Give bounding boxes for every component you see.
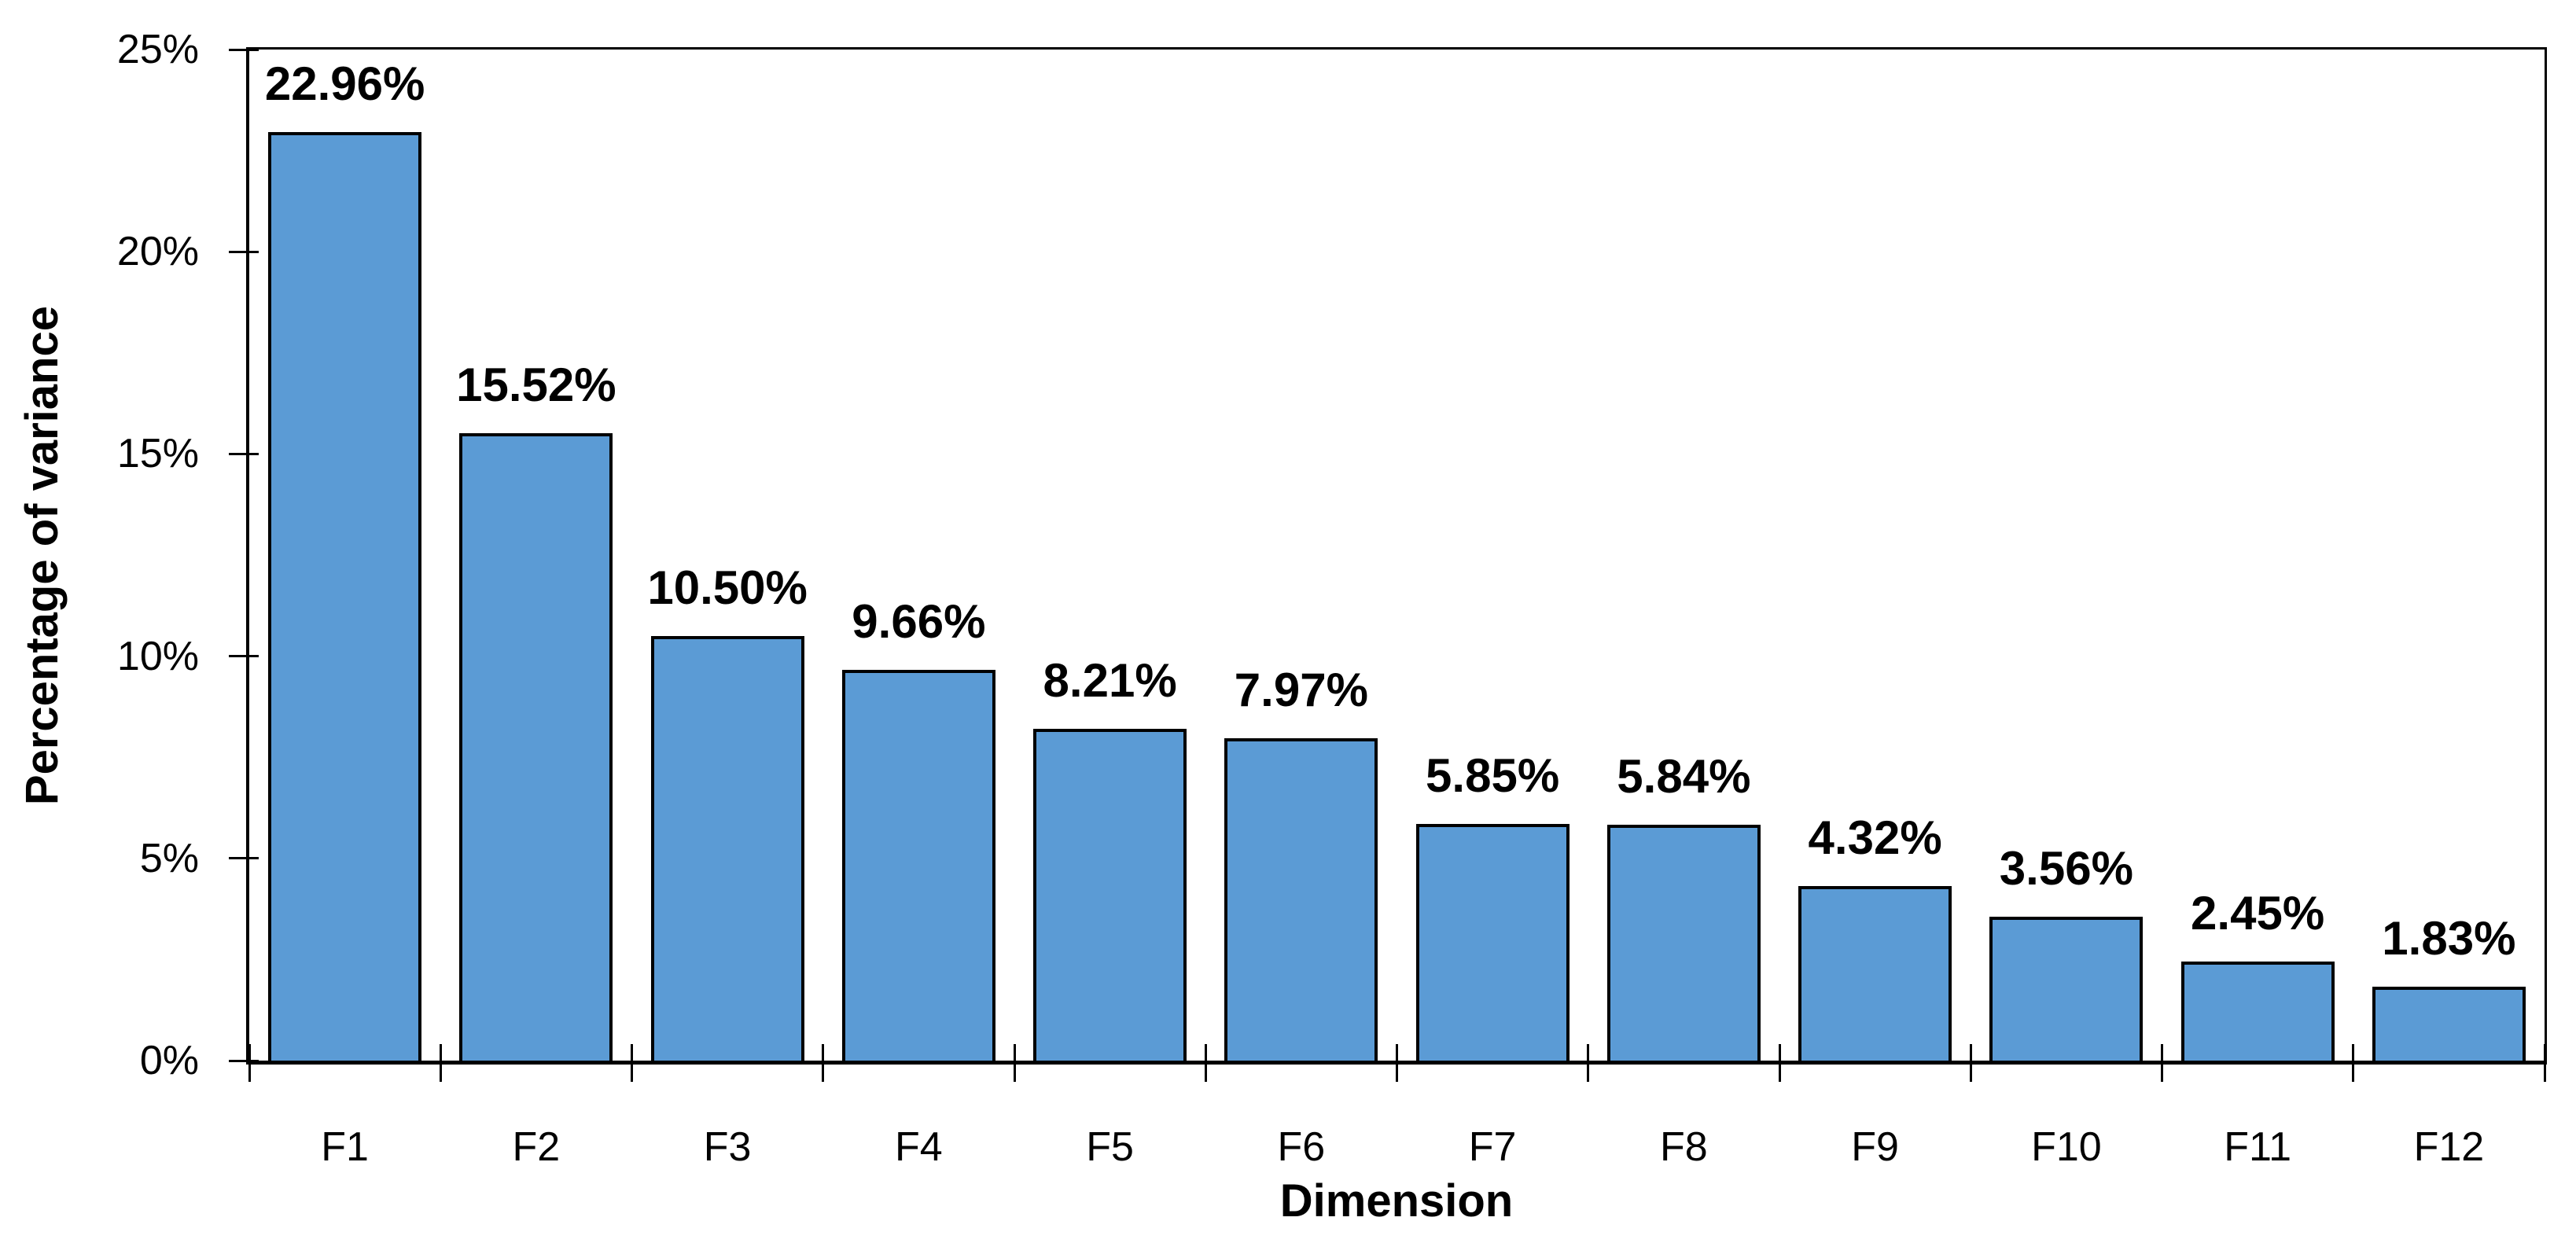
y-tick-label: 20% (116, 229, 199, 275)
bar-value-label-f5: 8.21% (1043, 654, 1177, 707)
x-tick-label-f6: F6 (1277, 1124, 1326, 1170)
y-axis-title: Percentage of variance (6, 47, 77, 1065)
x-tick-mark (2352, 1044, 2355, 1082)
bar-f7 (1416, 824, 1570, 1061)
bar-f8 (1607, 825, 1761, 1061)
x-tick-mark (1778, 1044, 1781, 1082)
bar-value-label-f10: 3.56% (1999, 842, 2133, 895)
y-tick-mark (229, 1059, 259, 1062)
x-tick-label-f3: F3 (703, 1124, 752, 1170)
x-tick-label-f5: F5 (1086, 1124, 1134, 1170)
bar-f12 (2372, 987, 2526, 1061)
y-tick-label: 15% (116, 431, 199, 477)
x-tick-mark (248, 1044, 251, 1082)
y-axis-title-text: Percentage of variance (16, 306, 68, 806)
bar-value-label-f6: 7.97% (1234, 664, 1368, 716)
y-tick-label: 0% (139, 1038, 199, 1083)
x-tick-label-f10: F10 (2031, 1124, 2102, 1170)
x-tick-mark (1587, 1044, 1590, 1082)
y-tick-label: 10% (116, 633, 199, 679)
x-tick-label-f1: F1 (321, 1124, 369, 1170)
bar-f6 (1224, 738, 1378, 1061)
y-tick-mark (229, 452, 259, 455)
y-tick-label: 25% (116, 27, 199, 72)
plot-area: 0% 5% 10% 15% 20% 25% 22.96% F1 15.52% F2 10.50% F… (117, 27, 2547, 1170)
bar-value-label-f1: 22.96% (264, 57, 425, 110)
y-tick-mark (229, 655, 259, 658)
bar-value-label-f12: 1.83% (2382, 912, 2516, 965)
bar-value-label-f4: 9.66% (852, 595, 986, 648)
x-tick-mark (631, 1044, 633, 1082)
y-tick-mark (229, 48, 259, 51)
x-tick-label-f11: F11 (2224, 1124, 2291, 1170)
x-tick-mark (1969, 1044, 1972, 1082)
x-axis-title: Dimension (1279, 1175, 1514, 1226)
bar-f3 (651, 636, 804, 1061)
bar-f1 (268, 132, 421, 1061)
x-tick-mark (1396, 1044, 1398, 1082)
x-tick-label-f4: F4 (895, 1124, 943, 1170)
bar-f4 (842, 670, 995, 1061)
bar-value-label-f8: 5.84% (1617, 750, 1751, 803)
x-tick-mark (1204, 1044, 1207, 1082)
bar-value-label-f11: 2.45% (2191, 887, 2325, 940)
x-tick-label-f8: F8 (1660, 1124, 1708, 1170)
x-tick-mark (1013, 1044, 1016, 1082)
bar-f2 (459, 433, 613, 1061)
bar-value-label-f7: 5.85% (1426, 749, 1560, 802)
x-tick-mark (822, 1044, 825, 1082)
bar-value-label-f2: 15.52% (456, 359, 616, 411)
bar-f5 (1033, 729, 1187, 1061)
x-tick-mark (439, 1044, 442, 1082)
x-tick-mark (2543, 1044, 2546, 1082)
x-tick-label-f7: F7 (1468, 1124, 1517, 1170)
x-tick-label-f2: F2 (512, 1124, 561, 1170)
bar-f9 (1798, 886, 1952, 1061)
x-tick-label-f9: F9 (1851, 1124, 1899, 1170)
y-tick-label: 5% (139, 835, 199, 881)
x-tick-mark (2161, 1044, 2163, 1082)
bar-f11 (2181, 962, 2335, 1061)
y-tick-mark (229, 857, 259, 860)
bar-value-label-f9: 4.32% (1808, 811, 1942, 864)
bar-f10 (1989, 917, 2143, 1061)
x-tick-label-f12: F12 (2413, 1124, 2485, 1170)
y-tick-mark (229, 250, 259, 253)
bar-value-label-f3: 10.50% (647, 561, 808, 614)
